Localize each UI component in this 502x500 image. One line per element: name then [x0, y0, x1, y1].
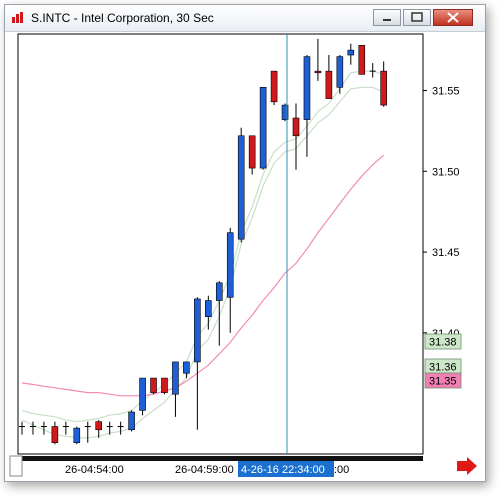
- price-label: 31.38: [429, 337, 457, 349]
- y-tick-label: 31.50: [432, 166, 460, 178]
- x-tick-label: 26-04:54:00: [65, 464, 124, 476]
- close-button[interactable]: [433, 9, 473, 26]
- price-label-box: [424, 372, 462, 389]
- candle-up: [347, 49, 355, 56]
- candle-down: [51, 426, 59, 443]
- candle-up: [259, 87, 267, 169]
- scroll-left-handle: [9, 455, 23, 477]
- candle-down: [270, 70, 278, 103]
- band-line: [21, 86, 384, 439]
- title-bar[interactable]: S.INTC - Intel Corporation, 30 Sec: [5, 5, 485, 32]
- crosshair-time-suffix: :00: [334, 464, 349, 476]
- price-label: 31.36: [429, 362, 457, 374]
- chart-window: S.INTC - Intel Corporation, 30 Sec 31.55…: [4, 4, 486, 482]
- candle-down: [325, 70, 333, 99]
- price-label: 31.35: [429, 376, 457, 388]
- candle-down: [248, 135, 256, 169]
- candle-down: [380, 70, 387, 106]
- crosshair-time-box: [238, 461, 334, 477]
- candle-down: [292, 117, 300, 137]
- candle-up: [139, 377, 146, 411]
- candle-up: [183, 361, 190, 374]
- window-title: S.INTC - Intel Corporation, 30 Sec: [31, 11, 214, 25]
- minimize-button[interactable]: [373, 9, 401, 26]
- moving-average-line: [21, 154, 385, 397]
- candle-up: [281, 104, 289, 120]
- time-scroll-bar: [18, 456, 423, 461]
- candle-up: [205, 300, 212, 317]
- y-tick-label: 31.45: [432, 247, 460, 259]
- candle-up: [73, 427, 81, 443]
- x-tick-label: 26-04:59:00: [175, 464, 234, 476]
- y-tick-label: 31.55: [432, 86, 460, 98]
- candle-down: [314, 70, 322, 74]
- plot-frame: [17, 33, 424, 455]
- restore-icon: [411, 12, 423, 22]
- candle-down: [95, 421, 103, 431]
- candle-up: [215, 282, 223, 301]
- close-icon: [447, 12, 459, 23]
- candle-down: [161, 377, 168, 393]
- band-line: [21, 70, 384, 423]
- app-chart-icon: [12, 12, 23, 23]
- crosshair-time-label: 4-26-16 22:34:00: [241, 464, 325, 476]
- minimize-icon: [383, 19, 391, 21]
- candle-up: [336, 56, 344, 88]
- candle-up: [226, 232, 234, 298]
- scroll-right-arrow-icon[interactable]: [457, 457, 477, 475]
- price-label-box: [424, 333, 462, 350]
- candle-up: [303, 56, 311, 120]
- candle-down: [358, 45, 366, 75]
- candle-up: [237, 135, 245, 240]
- candle-up: [194, 298, 201, 363]
- candle-up: [172, 361, 179, 395]
- candle-down: [150, 377, 157, 393]
- candle-up: [128, 411, 135, 431]
- restore-button[interactable]: [403, 9, 431, 26]
